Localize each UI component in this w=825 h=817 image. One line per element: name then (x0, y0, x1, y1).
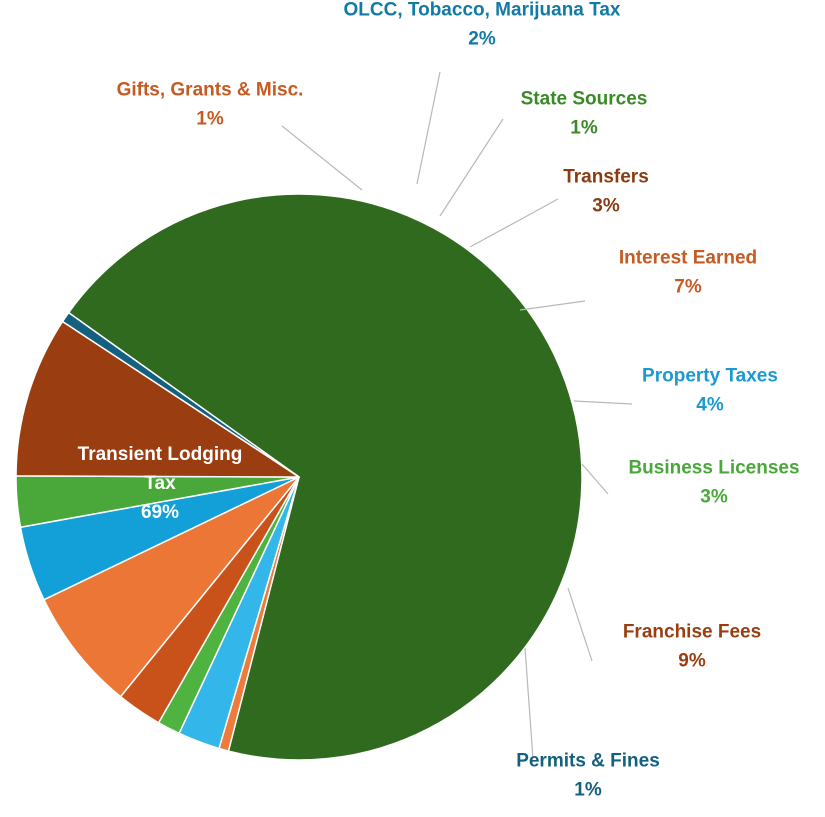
data-label-state-sources: State Sources 1% (521, 89, 648, 139)
pie-slice-interest-earned (43, 476, 300, 698)
pie-slice-permits-fines (61, 311, 300, 478)
data-label-permits-fines: Permits & Fines 1% (516, 751, 660, 801)
data-label-transfers: Transfers 3% (563, 167, 649, 217)
data-label-gifts-grants-misc: Gifts, Grants & Misc. 1% (117, 80, 304, 130)
leader-line-interest-earned (519, 300, 586, 311)
pie-slice-transient-lodging-tax (67, 193, 583, 761)
slice-labels: Transient Lodging Tax 69% Gifts, Grants & M… (78, 0, 800, 801)
pie-slices (15, 193, 583, 761)
leader-line-state-sources (439, 118, 504, 217)
leader-line-franchise-fees (567, 587, 593, 662)
leader-line-gifts-grants-misc (281, 125, 363, 191)
pie-slice-franchise-fees (15, 320, 300, 478)
leader-lines (281, 71, 633, 760)
leader-line-business-licenses (581, 463, 609, 495)
leader-line-transfers (469, 198, 559, 248)
leader-line-olcc-tobacco-marijuana-tax (416, 71, 441, 185)
data-label-olcc-tobacco-marijuana-tax: OLCC, Tobacco, Marijuana Tax 2% (344, 0, 621, 50)
data-label-business-licenses: Business Licenses 3% (628, 458, 799, 508)
data-label-franchise-fees: Franchise Fees 9% (623, 622, 761, 672)
leader-line-property-taxes (573, 400, 633, 405)
data-label-interest-earned: Interest Earned 7% (619, 248, 757, 298)
leader-line-permits-fines (524, 647, 534, 760)
data-label-transient-lodging-tax: Transient Lodging Tax 69% (78, 444, 243, 523)
data-label-property-taxes: Property Taxes 4% (642, 366, 778, 416)
